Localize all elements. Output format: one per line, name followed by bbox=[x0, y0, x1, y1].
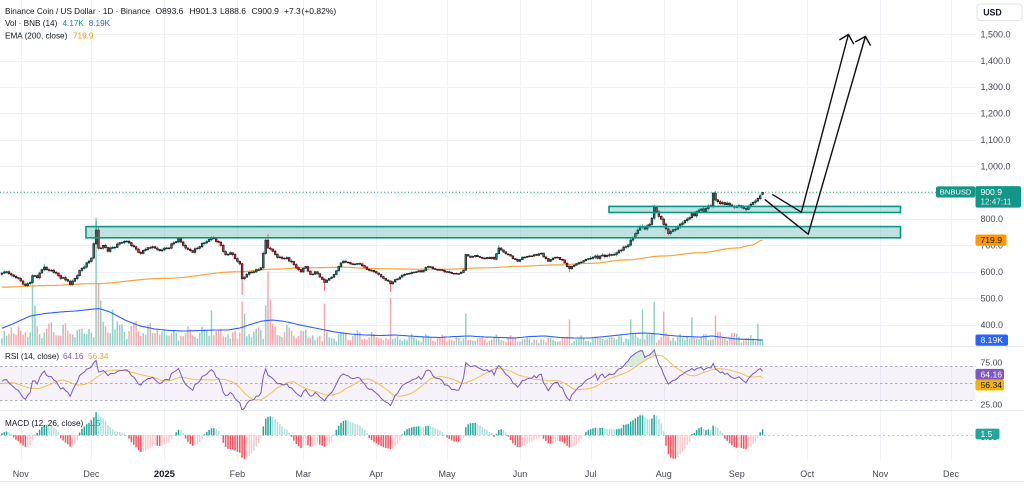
svg-text:1.5: 1.5 bbox=[89, 419, 101, 428]
svg-text:Nov: Nov bbox=[13, 469, 30, 479]
svg-text:Vol · BNB (14): Vol · BNB (14) bbox=[5, 19, 58, 28]
svg-text:400.0: 400.0 bbox=[981, 320, 1004, 330]
svg-text:H901.3: H901.3 bbox=[190, 6, 218, 16]
svg-text:(+0.82%): (+0.82%) bbox=[302, 6, 337, 16]
svg-text:64.16: 64.16 bbox=[981, 369, 1003, 379]
svg-text:56.34: 56.34 bbox=[88, 352, 109, 361]
svg-text:8.19K: 8.19K bbox=[981, 335, 1004, 345]
svg-text:1,400.0: 1,400.0 bbox=[981, 56, 1011, 66]
svg-text:C900.9: C900.9 bbox=[252, 6, 280, 16]
svg-text:8.19K: 8.19K bbox=[89, 19, 111, 28]
svg-text:+7.3: +7.3 bbox=[284, 6, 301, 16]
svg-text:RSI (14, close): RSI (14, close) bbox=[5, 352, 59, 361]
svg-text:719.9: 719.9 bbox=[981, 235, 1003, 245]
svg-text:719.9: 719.9 bbox=[73, 32, 94, 41]
svg-text:BNBUSD: BNBUSD bbox=[940, 188, 972, 197]
svg-text:2025: 2025 bbox=[154, 469, 176, 480]
svg-text:Dec: Dec bbox=[943, 469, 960, 479]
svg-text:500.0: 500.0 bbox=[981, 293, 1004, 303]
svg-text:1,500.0: 1,500.0 bbox=[981, 29, 1011, 39]
svg-text:Mar: Mar bbox=[296, 469, 312, 479]
svg-text:25.00: 25.00 bbox=[981, 400, 1003, 410]
svg-text:1,300.0: 1,300.0 bbox=[981, 82, 1011, 92]
svg-text:O893.6: O893.6 bbox=[156, 6, 184, 16]
svg-text:56.34: 56.34 bbox=[981, 380, 1003, 390]
svg-text:600.0: 600.0 bbox=[981, 267, 1004, 277]
svg-text:1.5: 1.5 bbox=[981, 429, 993, 439]
svg-text:900.9: 900.9 bbox=[981, 187, 1003, 197]
svg-text:1,200.0: 1,200.0 bbox=[981, 109, 1011, 119]
svg-text:USD: USD bbox=[983, 7, 1002, 17]
svg-text:Apr: Apr bbox=[369, 469, 383, 479]
svg-text:Aug: Aug bbox=[656, 469, 672, 479]
svg-text:1,000.0: 1,000.0 bbox=[981, 161, 1011, 171]
svg-text:EMA (200, close): EMA (200, close) bbox=[5, 32, 68, 41]
svg-text:12:47:11: 12:47:11 bbox=[981, 198, 1012, 207]
svg-text:May: May bbox=[438, 469, 456, 479]
svg-text:Oct: Oct bbox=[800, 469, 815, 479]
svg-text:L888.6: L888.6 bbox=[220, 6, 246, 16]
svg-text:1,100.0: 1,100.0 bbox=[981, 135, 1011, 145]
svg-text:64.16: 64.16 bbox=[63, 352, 84, 361]
svg-text:Dec: Dec bbox=[83, 469, 100, 479]
svg-text:Jul: Jul bbox=[585, 469, 597, 479]
svg-text:4.17K: 4.17K bbox=[63, 19, 85, 28]
svg-text:Binance Coin / US Dollar · 1D: Binance Coin / US Dollar · 1D · Binance bbox=[5, 7, 151, 16]
svg-text:75.00: 75.00 bbox=[981, 357, 1003, 367]
svg-text:MACD (12, 26, close): MACD (12, 26, close) bbox=[5, 419, 84, 428]
svg-text:Jun: Jun bbox=[513, 469, 528, 479]
svg-text:Sep: Sep bbox=[729, 469, 745, 479]
svg-text:Nov: Nov bbox=[872, 469, 889, 479]
svg-text:Feb: Feb bbox=[230, 469, 246, 479]
svg-text:800.0: 800.0 bbox=[981, 214, 1004, 224]
